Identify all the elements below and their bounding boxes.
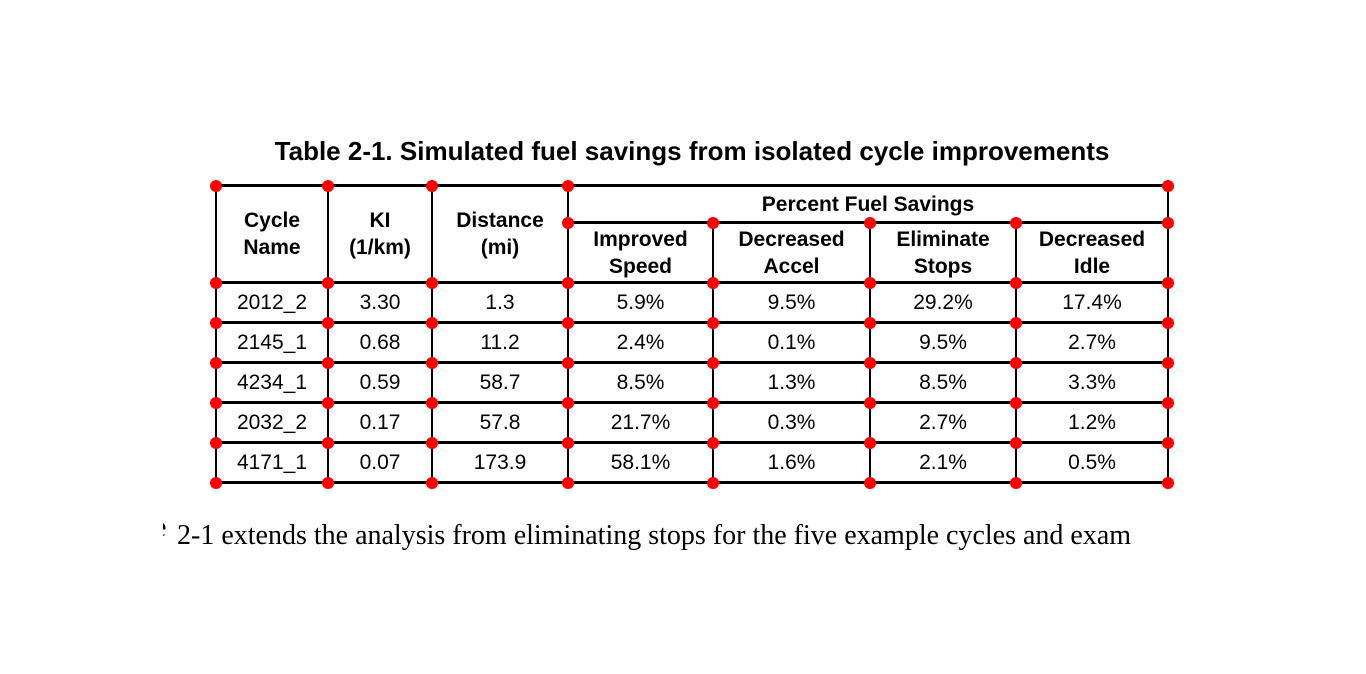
clipped-word-fragment: e [163, 512, 169, 544]
sub-header-eliminate-stops: Eliminate Stops [869, 221, 1017, 284]
table-caption: Table 2-1. Simulated fuel savings from i… [274, 136, 1110, 166]
table-cell-cycle-name: 2012_2 [215, 281, 329, 324]
table-cell-decreased-accel: 0.1% [712, 321, 871, 364]
table-cell-improved-speed: 2.4% [567, 321, 714, 364]
table-row: 2012_2 3.30 1.3 5.9% 9.5% 29.2% 17.4% [215, 281, 1169, 324]
table-cell-eliminate-stops: 2.1% [869, 441, 1017, 484]
header-row-group: Cycle Name KI (1/km) Distance (mi) Perce… [215, 184, 1169, 284]
table-row: 4171_1 0.07 173.9 58.1% 1.6% 2.1% 0.5% [215, 441, 1169, 484]
table-row: 4234_1 0.59 58.7 8.5% 1.3% 8.5% 3.3% [215, 361, 1169, 404]
paragraph-text: 2-1 extends the analysis from eliminatin… [177, 520, 1132, 551]
table-cell-ki: 3.30 [327, 281, 433, 324]
table-cell-cycle-name: 2032_2 [215, 401, 329, 444]
table-cell-cycle-name: 4171_1 [215, 441, 329, 484]
table-cell-decreased-idle: 2.7% [1015, 321, 1169, 364]
column-header-distance: Distance (mi) [431, 184, 569, 284]
table-cell-eliminate-stops: 9.5% [869, 321, 1017, 364]
table-cell-ki: 0.68 [327, 321, 433, 364]
table-cell-decreased-idle: 3.3% [1015, 361, 1169, 404]
column-header-ki: KI (1/km) [327, 184, 433, 284]
table-cell-distance-mi: 58.7 [431, 361, 569, 404]
table-cell-decreased-accel: 9.5% [712, 281, 871, 324]
table-cell-eliminate-stops: 8.5% [869, 361, 1017, 404]
column-header-cycle-name: Cycle Name [215, 184, 329, 284]
table-cell-distance-mi: 1.3 [431, 281, 569, 324]
table-cell-decreased-accel: 1.3% [712, 361, 871, 404]
table-cell-decreased-idle: 17.4% [1015, 281, 1169, 324]
table-cell-improved-speed: 5.9% [567, 281, 714, 324]
table-cell-decreased-idle: 0.5% [1015, 441, 1169, 484]
sub-header-decreased-accel: Decreased Accel [712, 221, 871, 284]
table-cell-ki: 0.59 [327, 361, 433, 404]
table-cell-decreased-idle: 1.2% [1015, 401, 1169, 444]
table-row: 2032_2 0.17 57.8 21.7% 0.3% 2.7% 1.2% [215, 401, 1169, 444]
table-cell-improved-speed: 58.1% [567, 441, 714, 484]
sub-header-decreased-idle: Decreased Idle [1015, 221, 1169, 284]
table-cell-decreased-accel: 1.6% [712, 441, 871, 484]
body-paragraph: e 2-1 extends the analysis from eliminati… [163, 512, 1131, 552]
table-cell-ki: 0.07 [327, 441, 433, 484]
fuel-savings-table: Cycle Name KI (1/km) Distance (mi) Perce… [215, 184, 1169, 484]
table-cell-eliminate-stops: 2.7% [869, 401, 1017, 444]
table-cell-eliminate-stops: 29.2% [869, 281, 1017, 324]
table-cell-ki: 0.17 [327, 401, 433, 444]
table-cell-cycle-name: 4234_1 [215, 361, 329, 404]
table-body: 2012_2 3.30 1.3 5.9% 9.5% 29.2% 17.4% 2145_1 0.6… [215, 281, 1169, 484]
table-cell-improved-speed: 21.7% [567, 401, 714, 444]
header-row-sub: Improved Speed Decreased Accel Eliminate… [216, 221, 1169, 284]
group-header-percent-fuel-savings: Percent Fuel Savings [567, 184, 1169, 224]
table-row: 2145_1 0.68 11.2 2.4% 0.1% 9.5% 2.7% [215, 321, 1169, 364]
table-cell-cycle-name: 2145_1 [215, 321, 329, 364]
table-cell-distance-mi: 173.9 [431, 441, 569, 484]
table-cell-improved-speed: 8.5% [567, 361, 714, 404]
table-cell-decreased-accel: 0.3% [712, 401, 871, 444]
table-cell-distance-mi: 57.8 [431, 401, 569, 444]
table-cell-distance-mi: 11.2 [431, 321, 569, 364]
sub-header-improved-speed: Improved Speed [567, 221, 714, 284]
